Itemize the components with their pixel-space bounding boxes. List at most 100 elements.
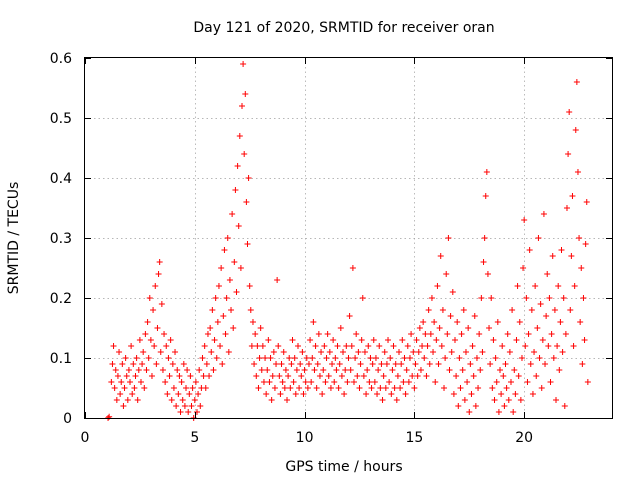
data-point (152, 283, 159, 289)
data-point (423, 373, 430, 379)
data-point (233, 289, 240, 295)
data-point (415, 349, 422, 355)
data-point (451, 337, 458, 343)
data-point (260, 379, 267, 385)
data-point (338, 373, 345, 379)
data-point (110, 343, 117, 349)
data-point (285, 373, 292, 379)
data-point (184, 367, 191, 373)
data-point (252, 331, 259, 337)
data-point (578, 265, 585, 271)
data-point (302, 379, 309, 385)
data-point (310, 319, 317, 325)
data-point (556, 367, 563, 373)
data-point (472, 403, 479, 409)
data-point (572, 127, 579, 133)
x-axis-label: GPS time / hours (285, 459, 402, 475)
data-point (143, 367, 150, 373)
data-point (136, 337, 143, 343)
data-point (439, 307, 446, 313)
data-point (495, 409, 502, 415)
data-point (558, 247, 565, 253)
data-point (224, 235, 231, 241)
data-point (511, 367, 518, 373)
data-point (201, 343, 208, 349)
data-point (291, 355, 298, 361)
data-point (567, 307, 574, 313)
data-point (484, 271, 491, 277)
data-point (120, 403, 127, 409)
data-point (214, 319, 221, 325)
data-point (159, 367, 166, 373)
data-point (226, 277, 233, 283)
data-point (270, 349, 277, 355)
data-point (161, 331, 168, 337)
data-point (419, 343, 426, 349)
data-point (490, 337, 497, 343)
data-point (428, 295, 435, 301)
data-point (254, 343, 261, 349)
data-point (183, 385, 190, 391)
data-point (557, 319, 564, 325)
data-point (482, 193, 489, 199)
data-point (527, 361, 534, 367)
data-point (234, 163, 241, 169)
data-point (168, 397, 175, 403)
data-point (582, 241, 589, 247)
data-point (311, 367, 318, 373)
data-point (391, 385, 398, 391)
data-point (566, 109, 573, 115)
data-point (531, 349, 538, 355)
data-point (112, 367, 119, 373)
data-point (538, 385, 545, 391)
data-point (534, 325, 541, 331)
data-point (307, 337, 314, 343)
data-point (148, 373, 155, 379)
data-point (166, 373, 173, 379)
data-point (109, 361, 116, 367)
data-point (251, 361, 258, 367)
data-point (460, 307, 467, 313)
data-point (404, 343, 411, 349)
data-point (576, 235, 583, 241)
data-point (335, 385, 342, 391)
data-point (125, 367, 132, 373)
data-point (431, 319, 438, 325)
data-point (113, 397, 120, 403)
data-point (436, 325, 443, 331)
data-point (560, 295, 567, 301)
data-point (212, 295, 219, 301)
data-point (246, 283, 253, 289)
data-point (262, 355, 269, 361)
data-point (337, 325, 344, 331)
data-point (165, 355, 172, 361)
data-point (473, 355, 480, 361)
data-point (324, 331, 331, 337)
data-point (151, 343, 158, 349)
data-point (173, 403, 180, 409)
data-point (313, 385, 320, 391)
data-point (522, 343, 529, 349)
data-point (333, 367, 340, 373)
data-point (308, 379, 315, 385)
data-point (357, 361, 364, 367)
data-point (294, 343, 301, 349)
data-point (345, 355, 352, 361)
data-point (230, 325, 237, 331)
data-point (204, 331, 211, 337)
data-point (319, 391, 326, 397)
data-point (470, 373, 477, 379)
data-point (356, 385, 363, 391)
data-point (219, 361, 226, 367)
data-point (382, 385, 389, 391)
data-point (478, 295, 485, 301)
data-point (185, 409, 192, 415)
x-tick-label: 0 (81, 430, 90, 446)
data-point (293, 367, 300, 373)
data-point (461, 397, 468, 403)
data-point (135, 367, 142, 373)
data-point (514, 283, 521, 289)
data-point (580, 295, 587, 301)
data-point (342, 367, 349, 373)
data-point (581, 337, 588, 343)
